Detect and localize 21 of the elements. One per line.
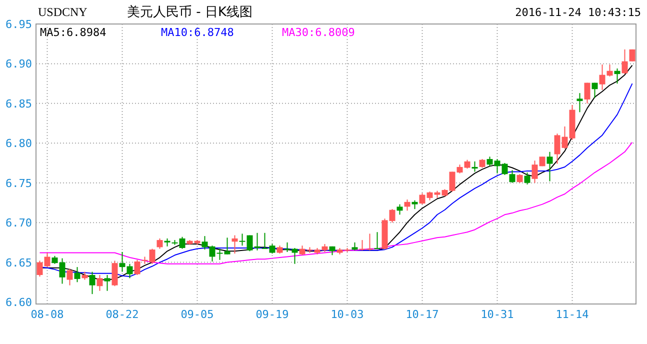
x-tick-label: 11-14: [556, 308, 590, 321]
y-tick-label: 6.65: [6, 256, 32, 270]
x-tick-label: 08-22: [106, 308, 139, 321]
y-tick-label: 6.90: [6, 58, 32, 71]
legend: MA5:6.8984 MA10:6.8748 MA30:6.8009: [40, 26, 355, 39]
x-tick-label: 08-08: [30, 308, 64, 321]
y-tick-label: 6.80: [6, 137, 32, 150]
y-tick-label: 6.70: [6, 216, 32, 230]
x-tick-label: 10-03: [330, 308, 364, 321]
y-tick-label: 6.85: [6, 97, 32, 110]
x-tick-label: 09-19: [256, 308, 289, 321]
x-tick-label: 10-17: [406, 308, 439, 321]
y-tick-label: 6.95: [6, 18, 32, 31]
chart-title: 美元人民币 - 日K线图: [127, 4, 252, 20]
line-series: [39, 142, 633, 264]
y-tick-label: 6.60: [6, 296, 32, 309]
x-tick-label: 10-31: [480, 308, 514, 321]
x-tick-label: 09-05: [180, 308, 214, 321]
text: 2016-11-24 10:43:15: [515, 6, 641, 19]
y-tick-label: 6.75: [6, 176, 32, 190]
text: USDCNY: [38, 5, 88, 19]
